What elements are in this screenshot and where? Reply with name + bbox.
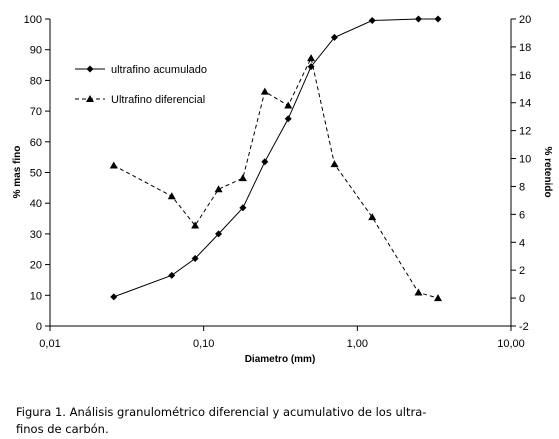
diferencial-point — [284, 101, 293, 109]
y-left-tick-label: 70 — [30, 106, 42, 118]
y-right-tick-label: 12 — [519, 126, 531, 138]
acumulado-point — [368, 17, 376, 25]
legend-label-diferencial: Ultrafino diferencial — [111, 94, 205, 106]
acumulado-point — [191, 254, 199, 262]
y-left-tick-label: 60 — [30, 137, 42, 149]
diferencial-point — [368, 213, 377, 221]
diferencial-point — [167, 192, 176, 200]
y-right-tick-label: 0 — [519, 293, 525, 305]
y-right-tick-label: 2 — [519, 265, 525, 277]
y-left-tick-label: 40 — [30, 198, 42, 210]
y-right-tick-label: 20 — [519, 14, 531, 26]
acumulado-point — [284, 115, 292, 123]
y-left-tick-label: 0 — [36, 321, 42, 333]
diferencial-line — [113, 56, 439, 299]
acumulado-line — [113, 18, 438, 298]
figure-caption: Figura 1. Análisis granulométrico difere… — [16, 404, 536, 438]
y-left-tick-label: 90 — [30, 45, 42, 57]
diferencial-point — [191, 221, 200, 229]
y-right-tick-label: 18 — [519, 42, 531, 54]
y-right-tick-label: 8 — [519, 181, 525, 193]
granulometry-chart: 0,01 0,10 1,00 10,000102030405060708090100-… — [12, 14, 553, 365]
acumulado-point — [215, 230, 223, 238]
diferencial-point — [109, 161, 118, 169]
legend-marker-acumulado — [86, 65, 94, 73]
acumulado-point — [110, 293, 118, 301]
diferencial-point — [434, 294, 443, 302]
legend: ultrafino acumulado Ultrafino diferencia… — [75, 64, 207, 106]
y-right-tick-label: 6 — [519, 209, 525, 221]
y-left-tick-label: 20 — [30, 260, 42, 272]
y-right-tick-label: 4 — [519, 237, 525, 249]
x-tick-label: 0,10 — [193, 338, 214, 350]
acumulado-point — [168, 271, 176, 279]
acumulado-point — [261, 158, 269, 166]
acumulado-point — [330, 33, 338, 41]
caption-line-1: Figura 1. Análisis granulométrico difere… — [16, 405, 427, 419]
acumulado-point — [434, 15, 442, 23]
diferencial-point — [414, 288, 423, 296]
diferencial-point — [307, 54, 316, 62]
y-right-tick-label: 14 — [519, 98, 531, 110]
acumulado-point — [307, 63, 315, 71]
acumulado-point — [414, 15, 422, 23]
legend-label-acumulado: ultrafino acumulado — [111, 64, 207, 76]
y-left-tick-label: 80 — [30, 75, 42, 87]
y-left-tick-label: 100 — [24, 14, 42, 26]
y-right-tick-label: 10 — [519, 154, 531, 166]
x-tick-label: 10,00 — [497, 338, 525, 350]
diferencial-point — [330, 160, 339, 168]
diferencial-point — [214, 185, 223, 193]
diferencial-point — [260, 87, 269, 95]
diferencial-point — [238, 174, 247, 182]
y-right-tick-label: -2 — [519, 321, 529, 333]
y-left-tick-label: 10 — [30, 290, 42, 302]
acumulado-point — [239, 204, 247, 212]
y-left-tick-label: 30 — [30, 229, 42, 241]
x-tick-label: 1,00 — [347, 338, 368, 350]
x-tick-label: 0,01 — [39, 338, 60, 350]
legend-marker-diferencial — [86, 95, 94, 102]
x-axis-title: Diametro (mm) — [245, 354, 316, 365]
caption-line-2: finos de carbón. — [16, 422, 109, 436]
y-axis-left-title: % mas fino — [12, 146, 23, 199]
y-axis-right-title: % retenido — [542, 146, 553, 197]
y-left-tick-label: 50 — [30, 168, 42, 180]
y-right-tick-label: 16 — [519, 70, 531, 82]
